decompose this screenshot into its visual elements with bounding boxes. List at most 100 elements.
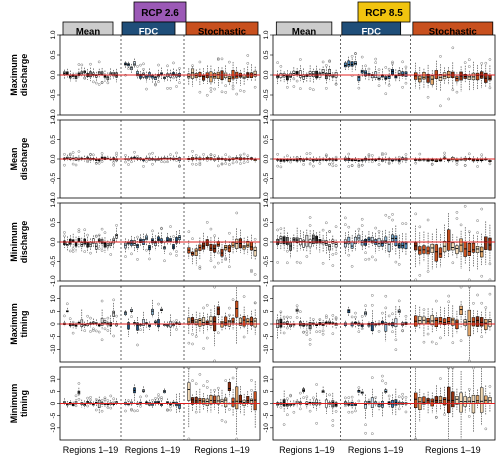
outlier <box>112 298 115 302</box>
outlier <box>68 153 72 157</box>
outlier <box>286 86 289 89</box>
box-body <box>298 70 302 78</box>
box <box>459 223 463 269</box>
outlier <box>426 332 430 336</box>
outlier <box>391 60 394 64</box>
box <box>347 306 351 317</box>
box-body <box>414 242 418 251</box>
box <box>224 379 228 424</box>
outlier <box>357 399 361 403</box>
outlier <box>172 61 175 65</box>
outlier <box>279 165 283 169</box>
box <box>350 158 354 167</box>
box <box>442 386 447 416</box>
box-body <box>467 243 472 256</box>
outlier <box>286 397 289 401</box>
box <box>360 388 364 396</box>
box <box>86 233 89 253</box>
box-body <box>471 242 476 253</box>
outlier <box>325 153 328 157</box>
x-axis-label: Regions 1–19 <box>194 445 250 455</box>
outlier <box>318 318 322 321</box>
row-label-line2: timing <box>19 311 29 338</box>
outlier <box>480 153 483 157</box>
box-body <box>328 69 331 77</box>
box <box>292 67 296 88</box>
box-body <box>213 72 217 79</box>
box-body <box>242 316 246 327</box>
method-label: FDC <box>139 27 159 38</box>
outlier <box>387 162 391 165</box>
box <box>459 66 463 92</box>
outlier <box>347 410 351 414</box>
outlier <box>253 237 257 241</box>
scenario-label: RCP 8.5 <box>365 8 403 19</box>
box-body <box>397 70 401 77</box>
outlier <box>357 163 361 167</box>
box <box>249 379 254 413</box>
box-body <box>324 240 328 246</box>
outlier <box>198 161 202 165</box>
outlier <box>136 343 139 347</box>
outlier <box>97 83 101 86</box>
box <box>154 397 157 407</box>
outlier <box>209 227 213 231</box>
outlier <box>468 359 471 363</box>
box <box>430 70 434 88</box>
box <box>484 61 488 87</box>
outlier <box>242 152 246 156</box>
outlier <box>202 153 205 156</box>
outlier <box>488 262 492 266</box>
outlier <box>381 379 384 383</box>
box-body <box>112 310 115 317</box>
outlier <box>331 161 335 164</box>
box <box>364 64 368 80</box>
box <box>106 240 110 251</box>
outlier <box>391 213 394 216</box>
box <box>97 60 101 86</box>
outlier <box>292 77 296 81</box>
box <box>459 285 463 342</box>
y-tick-label: -1.0 <box>50 275 57 287</box>
box <box>394 388 398 416</box>
outlier <box>397 161 401 165</box>
outlier <box>364 258 367 261</box>
box-body <box>246 240 250 248</box>
box-body <box>350 241 354 249</box>
box-body <box>289 73 293 78</box>
outlier <box>374 396 377 399</box>
outlier <box>228 155 231 159</box>
box-body <box>115 234 118 239</box>
outlier <box>435 415 438 419</box>
outlier <box>315 330 318 334</box>
outlier <box>142 62 145 66</box>
box-body <box>438 317 443 325</box>
outlier <box>83 329 87 332</box>
box <box>133 320 136 327</box>
box <box>130 307 133 318</box>
box <box>130 156 133 164</box>
method-label: Stochastic <box>429 27 477 38</box>
outlier <box>213 359 216 363</box>
outlier <box>443 151 446 155</box>
outlier <box>235 160 239 164</box>
box <box>235 211 239 253</box>
box-body <box>404 241 408 249</box>
box-body <box>130 309 133 312</box>
outlier <box>97 247 101 250</box>
box <box>364 304 368 318</box>
outlier <box>157 63 160 67</box>
outlier <box>235 437 239 441</box>
outlier <box>371 255 374 259</box>
outlier <box>394 338 398 342</box>
outlier <box>360 55 364 59</box>
box-body <box>430 398 434 407</box>
y-tick-label: 0.5 <box>50 50 57 59</box>
y-tick-label: 10 <box>263 375 270 383</box>
box <box>302 387 305 399</box>
box-body <box>187 317 191 325</box>
method-label: Stochastic <box>198 27 246 38</box>
box <box>357 386 361 403</box>
outlier <box>136 65 139 68</box>
outlier <box>194 335 198 338</box>
